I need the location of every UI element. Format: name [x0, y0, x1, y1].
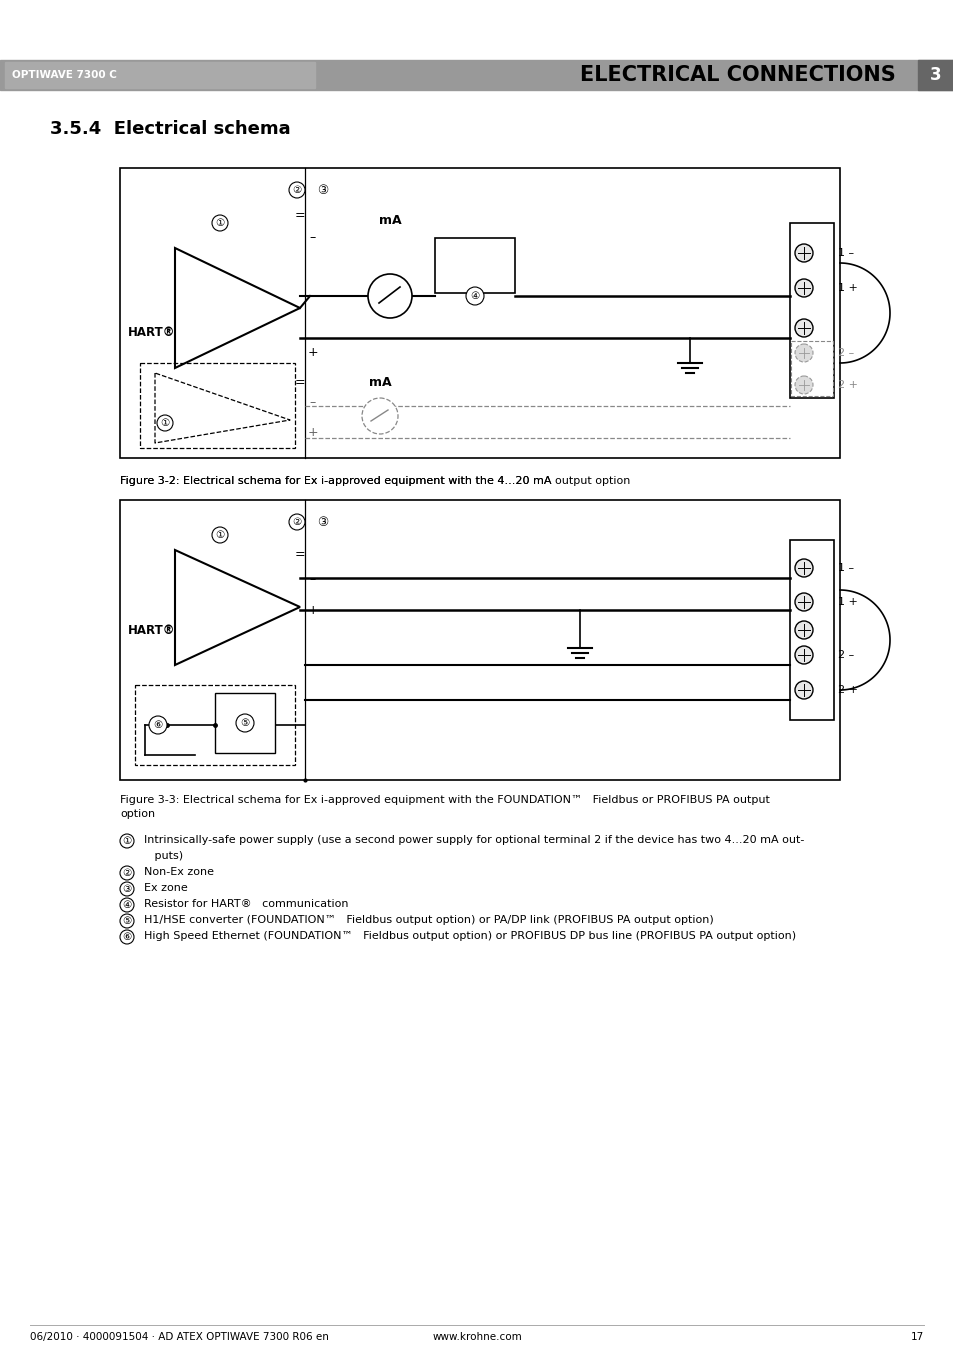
- Text: 1 +: 1 +: [837, 282, 857, 293]
- Text: option: option: [120, 809, 155, 819]
- Text: Figure 3-2: Electrical schema for Ex i-approved equipment with the 4...20 mA: Figure 3-2: Electrical schema for Ex i-a…: [120, 476, 555, 486]
- Circle shape: [120, 915, 133, 928]
- Text: mA: mA: [368, 377, 391, 389]
- Text: =: =: [294, 209, 305, 223]
- Text: ④: ④: [122, 900, 132, 911]
- Circle shape: [794, 280, 812, 297]
- Bar: [0, 59, 953, 91]
- Bar: [917, 59, 953, 91]
- Text: ①: ①: [215, 530, 224, 540]
- Text: ①: ①: [122, 836, 132, 846]
- Circle shape: [794, 621, 812, 639]
- Text: ELECTRICAL CONNECTIONS: ELECTRICAL CONNECTIONS: [579, 65, 895, 85]
- Text: 2 –: 2 –: [837, 650, 853, 661]
- Text: ⑥: ⑥: [122, 932, 132, 942]
- Text: 17: 17: [910, 1332, 923, 1342]
- Text: www.krohne.com: www.krohne.com: [432, 1332, 521, 1342]
- Text: 3.5.4  Electrical schema: 3.5.4 Electrical schema: [50, 120, 291, 138]
- Text: Ex i: Ex i: [464, 270, 485, 280]
- Circle shape: [212, 527, 228, 543]
- Text: High Speed Ethernet (FOUNDATION™   Fieldbus output option) or PROFIBUS DP bus li: High Speed Ethernet (FOUNDATION™ Fieldbu…: [137, 931, 796, 942]
- Circle shape: [794, 681, 812, 698]
- Text: 1 +: 1 +: [837, 597, 857, 607]
- Circle shape: [120, 898, 133, 912]
- Bar: [214, 693, 274, 753]
- Text: HART®: HART®: [128, 327, 175, 339]
- Text: HART®: HART®: [455, 251, 495, 261]
- Text: ①: ①: [215, 218, 224, 228]
- Circle shape: [120, 834, 133, 848]
- Circle shape: [120, 866, 133, 880]
- Text: HART®: HART®: [128, 624, 175, 636]
- Text: ④: ④: [470, 290, 479, 301]
- Text: puts): puts): [137, 851, 183, 861]
- Circle shape: [794, 376, 812, 394]
- Text: =: =: [294, 549, 305, 562]
- Text: Figure 3-3: Electrical schema for Ex i-approved equipment with the FOUNDATION™  : Figure 3-3: Electrical schema for Ex i-a…: [120, 794, 769, 805]
- Bar: [135, 685, 294, 765]
- Text: Resistor for HART®   communication: Resistor for HART® communication: [137, 898, 348, 909]
- Text: mA: mA: [378, 213, 401, 227]
- Circle shape: [157, 415, 172, 431]
- Text: +: +: [308, 346, 318, 359]
- Text: +: +: [308, 427, 318, 439]
- Text: ②: ②: [292, 185, 301, 195]
- Text: ⑥: ⑥: [153, 720, 162, 730]
- Text: =: =: [294, 377, 305, 389]
- Text: ③: ③: [122, 884, 132, 894]
- Circle shape: [794, 345, 812, 362]
- Circle shape: [361, 399, 397, 434]
- Bar: [790, 340, 832, 396]
- Circle shape: [120, 929, 133, 944]
- Circle shape: [465, 286, 483, 305]
- Text: Ex zone: Ex zone: [137, 884, 188, 893]
- Text: H1/HSE converter (FOUNDATION™   Fieldbus output option) or PA/DP link (PROFIBUS : H1/HSE converter (FOUNDATION™ Fieldbus o…: [137, 915, 713, 925]
- Text: 2 +: 2 +: [837, 685, 857, 694]
- Text: OPTIWAVE 7300 C: OPTIWAVE 7300 C: [12, 70, 117, 80]
- Circle shape: [289, 513, 305, 530]
- Circle shape: [235, 713, 253, 732]
- Text: Intrinsically-safe power supply (use a second power supply for optional terminal: Intrinsically-safe power supply (use a s…: [137, 835, 803, 844]
- Circle shape: [212, 215, 228, 231]
- Text: 06/2010 · 4000091504 · AD ATEX OPTIWAVE 7300 R06 en: 06/2010 · 4000091504 · AD ATEX OPTIWAVE …: [30, 1332, 329, 1342]
- Text: ②: ②: [122, 867, 132, 878]
- Circle shape: [149, 716, 167, 734]
- Circle shape: [368, 274, 412, 317]
- Bar: [120, 168, 840, 458]
- Circle shape: [289, 182, 305, 199]
- Text: ②: ②: [292, 517, 301, 527]
- Text: ③: ③: [316, 516, 328, 528]
- Text: 2 –: 2 –: [837, 349, 853, 358]
- Polygon shape: [174, 550, 299, 665]
- Circle shape: [794, 559, 812, 577]
- Text: ⑤: ⑤: [122, 916, 132, 925]
- Circle shape: [120, 882, 133, 896]
- Text: ⑤: ⑤: [240, 717, 250, 728]
- Text: 1 –: 1 –: [837, 563, 853, 573]
- Circle shape: [794, 319, 812, 336]
- Bar: [789, 540, 833, 720]
- Bar: [5, 62, 314, 88]
- Text: Non-Ex zone: Non-Ex zone: [137, 867, 213, 877]
- Text: –: –: [310, 231, 315, 245]
- Text: –: –: [310, 396, 315, 409]
- Polygon shape: [174, 249, 299, 367]
- Text: ③: ③: [316, 184, 328, 196]
- Text: Figure 3-2: Electrical schema for Ex i-approved equipment with the 4...20 mA out: Figure 3-2: Electrical schema for Ex i-a…: [120, 476, 630, 486]
- Bar: [435, 238, 515, 293]
- Circle shape: [794, 593, 812, 611]
- Text: ①: ①: [160, 417, 170, 428]
- Circle shape: [794, 245, 812, 262]
- Bar: [120, 500, 840, 780]
- Text: 2 +: 2 +: [837, 380, 857, 390]
- Bar: [140, 363, 294, 449]
- Circle shape: [794, 646, 812, 663]
- Bar: [789, 223, 833, 399]
- Text: 1 –: 1 –: [837, 249, 853, 258]
- Text: –: –: [310, 574, 315, 586]
- Text: 3: 3: [929, 66, 941, 84]
- Text: +: +: [308, 604, 318, 616]
